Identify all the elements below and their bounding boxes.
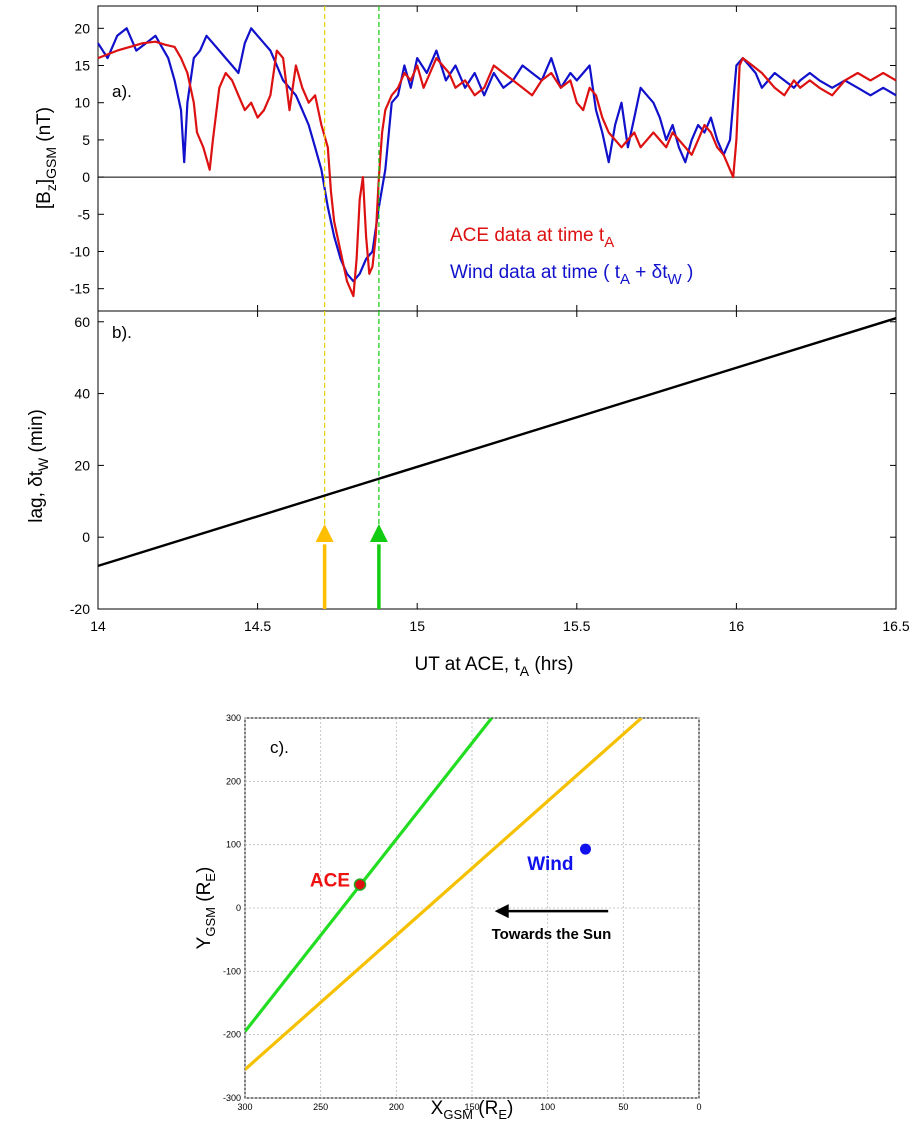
b-xtick-label: 15.5 xyxy=(563,618,590,634)
b-ytick-label: -20 xyxy=(70,601,90,617)
wind-point-label: Wind xyxy=(527,854,573,875)
legend-wind: Wind data at time ( tA + δtW ) xyxy=(450,262,693,288)
green-plane-line xyxy=(245,718,493,1033)
c-xtick-label: 250 xyxy=(313,1102,328,1112)
a-ytick-label: 5 xyxy=(82,132,90,148)
panel-c-xlabel: XGSM (RE) xyxy=(431,1098,514,1121)
b-xtick-label: 15 xyxy=(409,618,425,634)
a-ytick-label: -10 xyxy=(70,243,90,259)
c-ytick-label: 200 xyxy=(226,776,241,786)
b-ytick-label: 60 xyxy=(74,314,90,330)
b-ytick-label: 0 xyxy=(82,529,90,545)
yellow-arrow-head xyxy=(315,524,334,543)
b-ytick-label: 20 xyxy=(74,457,90,473)
a-ytick-label: 20 xyxy=(74,20,90,36)
c-xtick-label: 0 xyxy=(696,1102,701,1112)
c-ytick-label: 100 xyxy=(226,840,241,850)
c-xtick-label: 50 xyxy=(618,1102,628,1112)
panel-c-ylabel: YGSM (RE) xyxy=(194,867,218,950)
b-xtick-label: 14 xyxy=(90,618,106,634)
panel-c-label: c). xyxy=(270,738,289,757)
yellow-plane-line xyxy=(245,718,643,1071)
panel-b-xlabel: UT at ACE, tA (hrs) xyxy=(415,654,574,679)
c-xtick-label: 150 xyxy=(464,1102,479,1112)
a-ytick-label: 10 xyxy=(74,95,90,111)
panel-b-frame xyxy=(97,310,897,610)
c-ytick-label: -300 xyxy=(223,1093,241,1103)
b-xtick-label: 14.5 xyxy=(244,618,271,634)
wind-point xyxy=(580,843,591,855)
c-xtick-label: 300 xyxy=(237,1102,252,1112)
panel-a-ticks: 20 15 10 5 0 -5 -10 -15 xyxy=(70,6,897,311)
lag-line xyxy=(97,317,897,568)
panel-b-series xyxy=(97,311,897,609)
ace-point xyxy=(353,878,367,891)
ace-series-line xyxy=(97,40,897,298)
sun-arrow-label: Towards the Sun xyxy=(492,926,612,943)
ace-point-label: ACE xyxy=(310,871,350,892)
b-ytick-label: 40 xyxy=(74,386,90,402)
c-ytick-label: -100 xyxy=(223,966,241,976)
panel-c-points: ACE Wind xyxy=(310,843,591,892)
c-ytick-label: 0 xyxy=(236,903,241,913)
c-ytick-label: 300 xyxy=(226,713,241,723)
panel-a-label: a). xyxy=(112,82,132,101)
b-xtick-label: 16.5 xyxy=(882,618,909,634)
panel-c-series xyxy=(245,718,643,1071)
panel-b-label: b). xyxy=(112,323,132,342)
panel-a-bz-timeseries: 20 15 10 5 0 -5 -10 -15 a). [Bz]GSM (nT) ACE da… xyxy=(34,5,897,312)
sun-arrow-head xyxy=(494,904,509,919)
panel-a-series xyxy=(97,6,897,311)
panel-c-grid xyxy=(244,717,700,1099)
a-ytick-label: 15 xyxy=(74,58,90,74)
a-ytick-label: 0 xyxy=(82,169,90,185)
c-xtick-label: 100 xyxy=(540,1102,555,1112)
c-ytick-label: -200 xyxy=(223,1030,241,1040)
panel-a-ylabel: [Bz]GSM (nT) xyxy=(34,107,59,209)
green-arrow-head xyxy=(369,524,388,543)
a-ytick-label: -15 xyxy=(70,281,90,297)
panel-b-ylabel: lag, δtW (min) xyxy=(26,409,51,523)
legend-ace: ACE data at time tA xyxy=(450,225,614,251)
panel-a-frame xyxy=(97,5,897,312)
wind-series-line xyxy=(97,27,897,283)
b-xtick-label: 16 xyxy=(729,618,745,634)
panel-c-sun-arrow: Towards the Sun xyxy=(492,904,612,943)
a-ytick-label: -5 xyxy=(78,206,91,222)
c-xtick-label: 200 xyxy=(389,1102,404,1112)
